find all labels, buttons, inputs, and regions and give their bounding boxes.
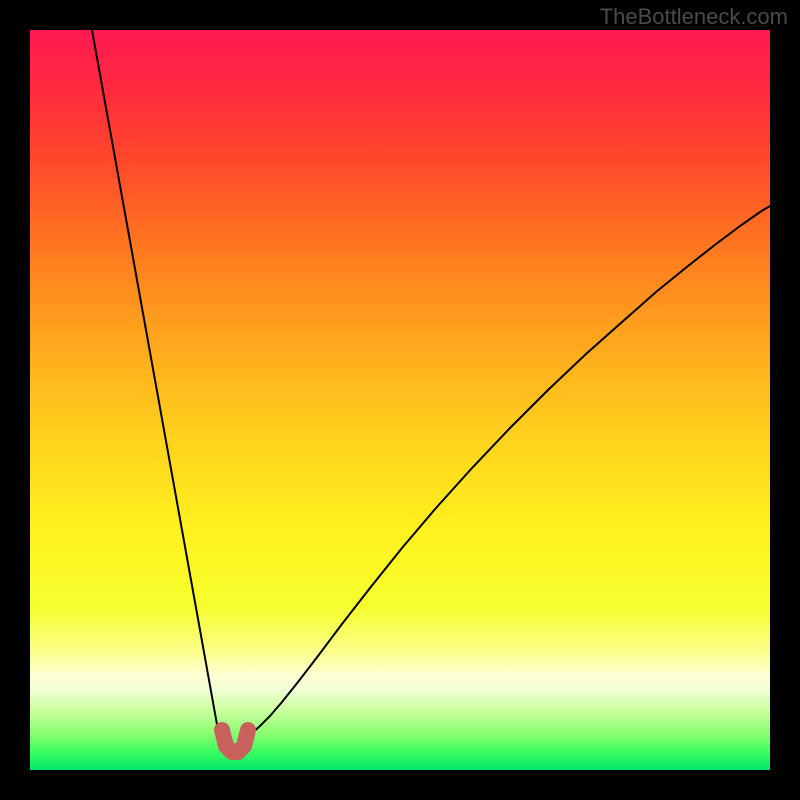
plot-area <box>30 30 770 770</box>
gradient-background <box>30 30 770 770</box>
chart-container: TheBottleneck.com <box>0 0 800 800</box>
watermark-text: TheBottleneck.com <box>600 4 788 30</box>
watermark-label: TheBottleneck.com <box>600 4 788 29</box>
